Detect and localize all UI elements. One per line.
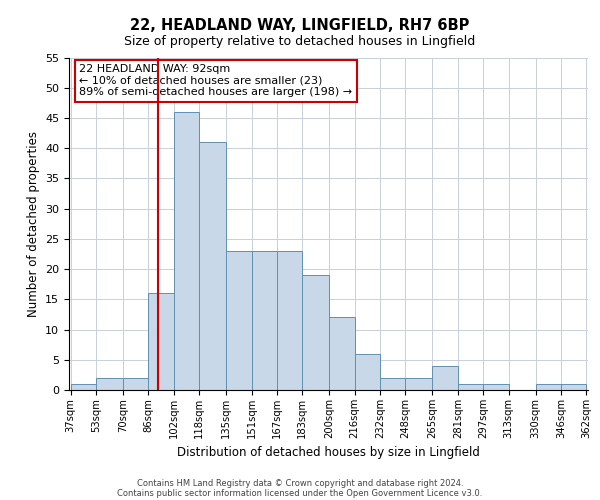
Bar: [226, 251, 251, 390]
Bar: [199, 142, 226, 390]
Text: 22 HEADLAND WAY: 92sqm
← 10% of detached houses are smaller (23)
89% of semi-det: 22 HEADLAND WAY: 92sqm ← 10% of detached…: [79, 64, 353, 98]
Bar: [406, 378, 433, 390]
Bar: [536, 384, 561, 390]
Bar: [96, 378, 123, 390]
Text: Size of property relative to detached houses in Lingfield: Size of property relative to detached ho…: [124, 35, 476, 48]
Bar: [329, 318, 355, 390]
Bar: [277, 251, 302, 390]
Text: 22, HEADLAND WAY, LINGFIELD, RH7 6BP: 22, HEADLAND WAY, LINGFIELD, RH7 6BP: [130, 18, 470, 32]
Text: Contains public sector information licensed under the Open Government Licence v3: Contains public sector information licen…: [118, 488, 482, 498]
Bar: [561, 384, 586, 390]
X-axis label: Distribution of detached houses by size in Lingfield: Distribution of detached houses by size …: [177, 446, 480, 460]
Bar: [433, 366, 458, 390]
Text: Contains HM Land Registry data © Crown copyright and database right 2024.: Contains HM Land Registry data © Crown c…: [137, 478, 463, 488]
Bar: [123, 378, 148, 390]
Bar: [302, 275, 329, 390]
Bar: [251, 251, 277, 390]
Bar: [355, 354, 380, 390]
Y-axis label: Number of detached properties: Number of detached properties: [26, 130, 40, 317]
Bar: [148, 294, 174, 390]
Bar: [458, 384, 483, 390]
Bar: [380, 378, 406, 390]
Bar: [174, 112, 199, 390]
Bar: [483, 384, 509, 390]
Bar: [71, 384, 96, 390]
